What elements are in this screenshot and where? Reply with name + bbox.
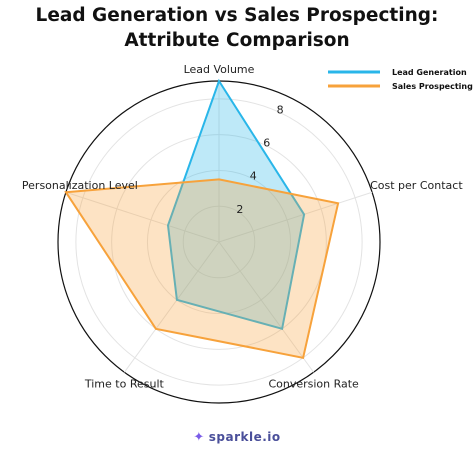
footer-brand: ✦ sparkle.io [0, 430, 474, 445]
data-point [176, 299, 178, 301]
radial-tick-label: 6 [263, 136, 270, 149]
axis-label: Cost per Contact [370, 179, 463, 192]
data-point [337, 202, 339, 205]
series-area-lead-generation [166, 78, 306, 331]
data-point [167, 224, 169, 227]
series-area-sales-prospecting [64, 178, 340, 359]
axis-spoke [65, 191, 220, 243]
legend-box [322, 63, 466, 93]
radial-tick-label: 4 [250, 170, 257, 183]
data-point [218, 178, 220, 181]
data-point [218, 80, 220, 82]
data-point [302, 356, 304, 359]
data-point [65, 191, 67, 194]
legend-label: Sales Prospecting [392, 82, 473, 91]
axis-spoke [218, 191, 373, 243]
legend: Lead Generation Sales Prospecting [322, 63, 473, 93]
axis-label: Time to Result [84, 377, 165, 390]
axis-label: Personalization Level [22, 179, 138, 192]
data-point [281, 328, 283, 330]
radial-tick-label: 8 [277, 103, 284, 116]
axis-label: Conversion Rate [268, 377, 359, 390]
radial-tick-label: 2 [236, 203, 243, 216]
chart-title-line-2: Attribute Comparison [124, 30, 350, 51]
axis-spoke [218, 241, 315, 373]
chart-title-line-1: Lead Generation vs Sales Prospecting: [35, 5, 439, 26]
sparkle-icon: ✦ [193, 430, 205, 445]
legend-label: Lead Generation [392, 68, 467, 77]
data-point [303, 213, 305, 216]
brand-name: sparkle.io [208, 430, 281, 444]
axis-spoke [123, 241, 220, 373]
axis-label: Lead Volume [184, 63, 255, 76]
data-point [155, 328, 157, 330]
